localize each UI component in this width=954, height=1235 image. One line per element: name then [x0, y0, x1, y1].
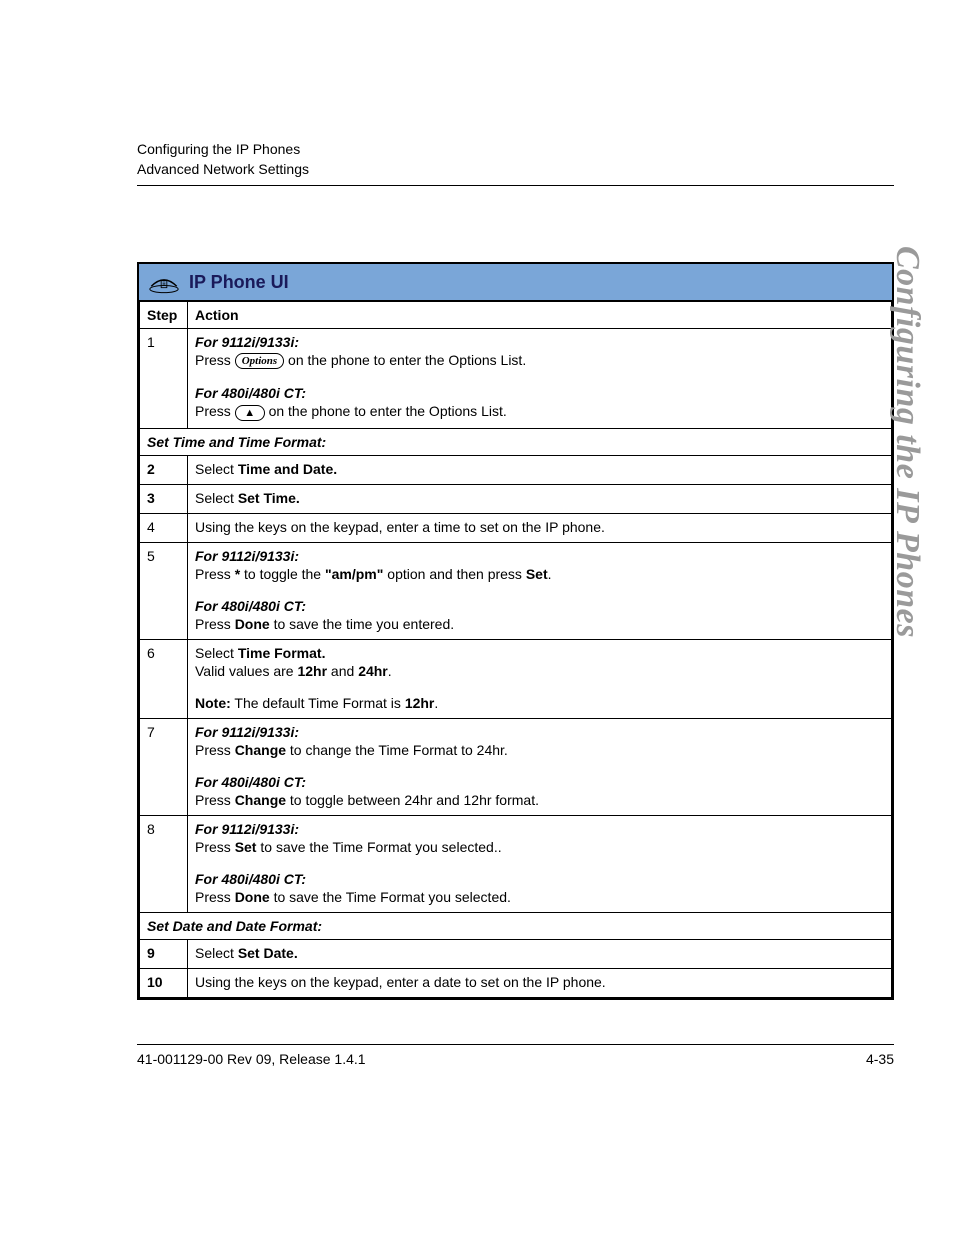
- table-row: 6 Select Time Format. Valid values are 12h…: [140, 639, 892, 718]
- step-number: 4: [140, 513, 188, 542]
- section-row: Set Time and Time Format:: [140, 428, 892, 455]
- page-footer: 41-001129-00 Rev 09, Release 1.4.1 4-35: [137, 1044, 894, 1067]
- model-heading: For 9112i/9133i:: [195, 724, 884, 740]
- step-action: Select Set Time.: [188, 484, 892, 513]
- model-heading: For 480i/480i CT:: [195, 385, 884, 401]
- footer-rule: [137, 1044, 894, 1045]
- footer-left: 41-001129-00 Rev 09, Release 1.4.1: [137, 1051, 366, 1067]
- step-number: 8: [140, 815, 188, 912]
- section-row: Set Date and Date Format:: [140, 912, 892, 939]
- step-action: Select Set Date.: [188, 939, 892, 968]
- action-text: Press Change to toggle between 24hr and …: [195, 792, 884, 808]
- section-label: Set Time and Time Format:: [140, 428, 892, 455]
- side-chapter-title: Configuring the IP Phones: [888, 246, 926, 638]
- model-heading: For 9112i/9133i:: [195, 821, 884, 837]
- table-row: 10 Using the keys on the keypad, enter a …: [140, 968, 892, 997]
- action-text: Using the keys on the keypad, enter a ti…: [195, 519, 884, 535]
- step-action: Using the keys on the keypad, enter a da…: [188, 968, 892, 997]
- step-number: 3: [140, 484, 188, 513]
- steps-table: Step Action 1 For 9112i/9133i: Press Optio…: [139, 301, 892, 998]
- table-row: 4 Using the keys on the keypad, enter a t…: [140, 513, 892, 542]
- action-text: Press * to toggle the "am/pm" option and…: [195, 566, 884, 582]
- model-heading: For 480i/480i CT:: [195, 871, 884, 887]
- panel-title-row: IP Phone UI: [139, 264, 892, 301]
- table-row: 9 Select Set Date.: [140, 939, 892, 968]
- table-row: 7 For 9112i/9133i: Press Change to change …: [140, 718, 892, 815]
- step-action: For 9112i/9133i: Press Change to change t…: [188, 718, 892, 815]
- model-heading: For 480i/480i CT:: [195, 774, 884, 790]
- action-text: Valid values are 12hr and 24hr.: [195, 663, 884, 679]
- table-header-row: Step Action: [140, 302, 892, 329]
- action-text: Press Done to save the time you entered.: [195, 616, 884, 632]
- action-text: Press Change to change the Time Format t…: [195, 742, 884, 758]
- panel-title: IP Phone UI: [189, 272, 289, 293]
- step-action: Select Time Format. Valid values are 12hr…: [188, 639, 892, 718]
- page-header: Configuring the IP Phones Advanced Netwo…: [137, 140, 894, 186]
- action-text: Select Time Format.: [195, 645, 884, 661]
- options-key-icon: Options: [235, 353, 284, 369]
- step-action: Using the keys on the keypad, enter a ti…: [188, 513, 892, 542]
- step-action: For 9112i/9133i: Press Options on the pho…: [188, 329, 892, 429]
- phone-icon: [147, 270, 181, 294]
- action-text: Select Time and Date.: [195, 461, 884, 477]
- action-text: Press ▲ on the phone to enter the Option…: [195, 403, 884, 420]
- step-number: 7: [140, 718, 188, 815]
- step-number: 10: [140, 968, 188, 997]
- header-line-1: Configuring the IP Phones: [137, 140, 894, 160]
- action-text: Note: The default Time Format is 12hr.: [195, 695, 884, 711]
- action-text: Select Set Date.: [195, 945, 884, 961]
- step-number: 5: [140, 542, 188, 639]
- action-text: Press Set to save the Time Format you se…: [195, 839, 884, 855]
- footer-right: 4-35: [866, 1051, 894, 1067]
- action-text: Select Set Time.: [195, 490, 884, 506]
- action-text: Using the keys on the keypad, enter a da…: [195, 974, 884, 990]
- action-text: Press Done to save the Time Format you s…: [195, 889, 884, 905]
- model-heading: For 9112i/9133i:: [195, 334, 884, 350]
- section-label: Set Date and Date Format:: [140, 912, 892, 939]
- step-number: 1: [140, 329, 188, 429]
- col-action-header: Action: [188, 302, 892, 329]
- step-number: 2: [140, 455, 188, 484]
- header-line-2: Advanced Network Settings: [137, 160, 894, 180]
- ip-phone-ui-panel: IP Phone UI Step Action 1For 9112i/9133i…: [137, 262, 894, 1000]
- table-row: 8 For 9112i/9133i: Press Set to save the T…: [140, 815, 892, 912]
- action-text: Press Options on the phone to enter the …: [195, 352, 884, 369]
- up-arrow-key-icon: ▲: [235, 405, 265, 421]
- table-row: 1 For 9112i/9133i: Press Options on the ph…: [140, 329, 892, 429]
- step-number: 6: [140, 639, 188, 718]
- col-step-header: Step: [140, 302, 188, 329]
- table-row: 5 For 9112i/9133i: Press * to toggle the "…: [140, 542, 892, 639]
- header-rule: [137, 185, 894, 186]
- table-row: 3 Select Set Time.: [140, 484, 892, 513]
- step-action: Select Time and Date.: [188, 455, 892, 484]
- step-number: 9: [140, 939, 188, 968]
- model-heading: For 9112i/9133i:: [195, 548, 884, 564]
- step-action: For 9112i/9133i: Press * to toggle the "a…: [188, 542, 892, 639]
- model-heading: For 480i/480i CT:: [195, 598, 884, 614]
- step-action: For 9112i/9133i: Press Set to save the Ti…: [188, 815, 892, 912]
- table-row: 2 Select Time and Date.: [140, 455, 892, 484]
